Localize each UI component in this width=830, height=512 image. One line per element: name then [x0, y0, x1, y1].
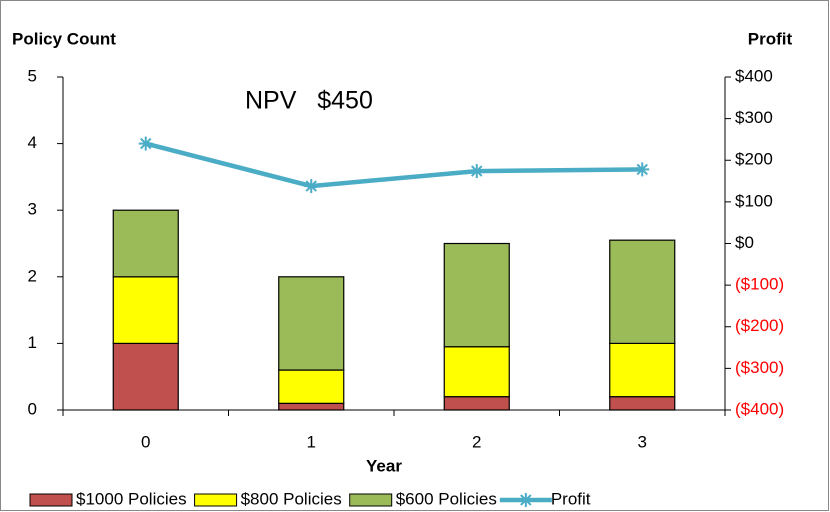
legend-swatch	[349, 493, 393, 507]
marker-stroke	[520, 494, 532, 506]
y-tick-label: 3	[28, 200, 37, 219]
y2-tick-label: ($200)	[735, 316, 784, 335]
x-tick-label: 2	[472, 432, 481, 451]
y-tick-label: 1	[28, 333, 37, 352]
line-marker	[304, 179, 319, 194]
bar-segment	[112, 209, 179, 278]
bar-segment	[278, 369, 345, 404]
marker-stroke	[471, 165, 483, 177]
y-tick-label: 0	[28, 399, 37, 418]
line-marker	[138, 136, 153, 151]
y2-tick-label: ($100)	[735, 275, 784, 294]
marker-stroke	[140, 137, 152, 150]
y2-tick-label: $400	[735, 66, 773, 85]
y-tick-label: 5	[28, 66, 37, 85]
legend-item: $600 Policies	[349, 489, 497, 508]
bar-segment	[112, 342, 179, 411]
y2-tick-label: $300	[735, 108, 773, 127]
legend-item: Profit	[499, 489, 591, 508]
bar-segment	[443, 242, 510, 348]
x-tick-label: 3	[638, 432, 647, 451]
y2-tick-label: $200	[735, 150, 773, 169]
y2-tick-label: ($300)	[735, 358, 784, 377]
y-axis-title: Policy Count	[12, 29, 116, 48]
y-tick-label: 4	[28, 133, 37, 152]
y2-tick-label: ($400)	[735, 399, 784, 418]
legend-item: $800 Policies	[194, 489, 342, 508]
y-tick-label: 2	[28, 266, 37, 285]
x-tick-label: 0	[141, 432, 150, 451]
bar-segment	[278, 276, 345, 371]
marker-stroke	[636, 163, 648, 176]
legend-item: $1000 Policies	[29, 489, 187, 508]
x-tick-label: 1	[307, 432, 316, 451]
bar-segment	[443, 396, 510, 411]
legend-label: $1000 Policies	[76, 489, 187, 508]
profit-line	[145, 141, 643, 189]
x-axis-title: Year	[366, 456, 402, 475]
y2-axis-title: Profit	[748, 29, 793, 48]
bar-segment	[609, 342, 676, 398]
y2-tick-label: $100	[735, 191, 773, 210]
bar-segment	[278, 402, 345, 411]
marker-stroke	[305, 180, 317, 192]
bar-segment	[609, 396, 676, 411]
line-marker	[635, 162, 650, 177]
bar-segment	[443, 346, 510, 398]
line-marker	[469, 164, 484, 179]
bar-segment	[609, 239, 676, 345]
legend-label: $600 Policies	[396, 489, 497, 508]
legend-label: $800 Policies	[241, 489, 342, 508]
legend-swatch	[29, 493, 73, 507]
bar-segment	[112, 276, 179, 344]
y2-tick-label: $0	[735, 233, 754, 252]
legend-label: Profit	[551, 489, 591, 508]
legend-swatch	[194, 493, 238, 507]
annotation: NPV $450	[245, 87, 373, 115]
